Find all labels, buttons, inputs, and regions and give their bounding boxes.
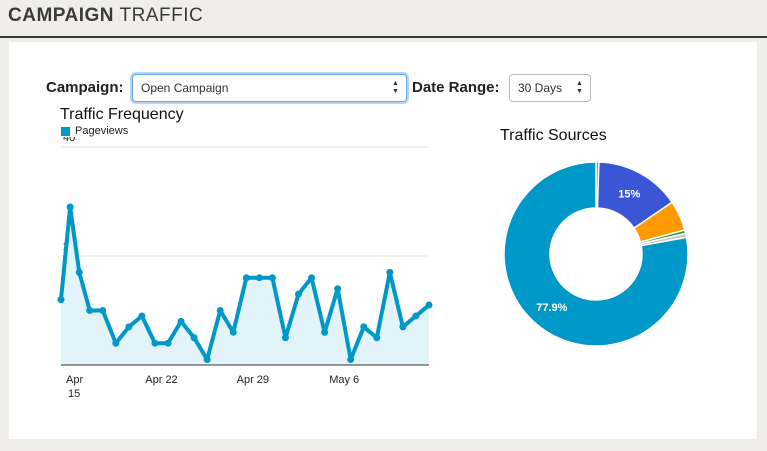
pageviews-point[interactable] — [242, 274, 250, 282]
x-tick-label: Apr 22 — [145, 374, 177, 386]
date-range-label: Date Range: — [412, 79, 500, 96]
legend-swatch-pageviews — [61, 127, 70, 136]
page-title: CAMPAIGN TRAFFIC — [8, 5, 203, 27]
pageviews-point[interactable] — [177, 317, 185, 325]
pageviews-point[interactable] — [268, 274, 276, 282]
pageviews-point[interactable] — [255, 274, 263, 282]
pageviews-point[interactable] — [334, 285, 342, 293]
page-header: CAMPAIGN TRAFFIC — [0, 0, 767, 38]
traffic-frequency-title: Traffic Frequency — [60, 106, 184, 123]
date-range-select-value: 30 Days — [518, 81, 563, 95]
pageviews-point[interactable] — [99, 307, 107, 314]
x-tick-label: 15 — [68, 388, 80, 400]
campaign-select[interactable]: Open Campaign ▲ ▼ — [132, 74, 407, 102]
pageviews-point[interactable] — [321, 328, 329, 336]
traffic-sources-chart: 15% 77.9% — [503, 161, 689, 347]
campaign-label: Campaign: — [46, 79, 124, 96]
x-tick-label: Apr 29 — [237, 374, 269, 386]
pageviews-point[interactable] — [399, 323, 407, 331]
pageviews-point[interactable] — [164, 339, 172, 347]
pageviews-point[interactable] — [138, 312, 146, 320]
pageviews-point[interactable] — [125, 323, 133, 331]
pageviews-point[interactable] — [295, 290, 303, 298]
pageviews-point[interactable] — [112, 339, 120, 347]
x-tick-label: May 6 — [329, 374, 359, 386]
pageviews-point[interactable] — [229, 328, 237, 336]
pageviews-point[interactable] — [386, 268, 394, 276]
pageviews-point[interactable] — [86, 307, 94, 314]
select-arrows-icon: ▲ ▼ — [392, 80, 399, 95]
y-tick-label: 40 — [63, 137, 75, 144]
pageviews-point[interactable] — [66, 203, 74, 211]
pageviews-point[interactable] — [347, 356, 355, 364]
pageviews-point[interactable] — [75, 268, 83, 276]
pageviews-point[interactable] — [281, 334, 289, 342]
pageviews-point[interactable] — [216, 307, 224, 314]
page-title-light: TRAFFIC — [119, 5, 204, 26]
legend-label-pageviews: Pageviews — [75, 125, 129, 137]
pageviews-point[interactable] — [360, 323, 368, 331]
pageviews-point[interactable] — [412, 312, 420, 320]
pageviews-point[interactable] — [425, 301, 433, 309]
pie-slice-label: 15% — [618, 189, 640, 201]
pie-slice-label: 77.9% — [536, 302, 567, 314]
pageviews-point[interactable] — [190, 334, 198, 342]
pageviews-point[interactable] — [151, 339, 159, 347]
pageviews-point[interactable] — [308, 274, 316, 282]
pageviews-point[interactable] — [203, 356, 211, 364]
campaign-traffic-panel: Campaign: Open Campaign ▲ ▼ Date Range: 3… — [9, 42, 757, 439]
x-tick-label: Apr — [66, 374, 83, 386]
pie-slice[interactable] — [503, 161, 689, 347]
date-range-select[interactable]: 30 Days ▲ ▼ — [509, 74, 591, 102]
select-arrows-icon: ▲ ▼ — [576, 80, 583, 95]
page-title-bold: CAMPAIGN — [8, 5, 115, 26]
campaign-select-value: Open Campaign — [141, 81, 229, 95]
traffic-sources-title: Traffic Sources — [500, 127, 607, 144]
pageviews-point[interactable] — [57, 296, 65, 304]
pageviews-point[interactable] — [373, 334, 381, 342]
